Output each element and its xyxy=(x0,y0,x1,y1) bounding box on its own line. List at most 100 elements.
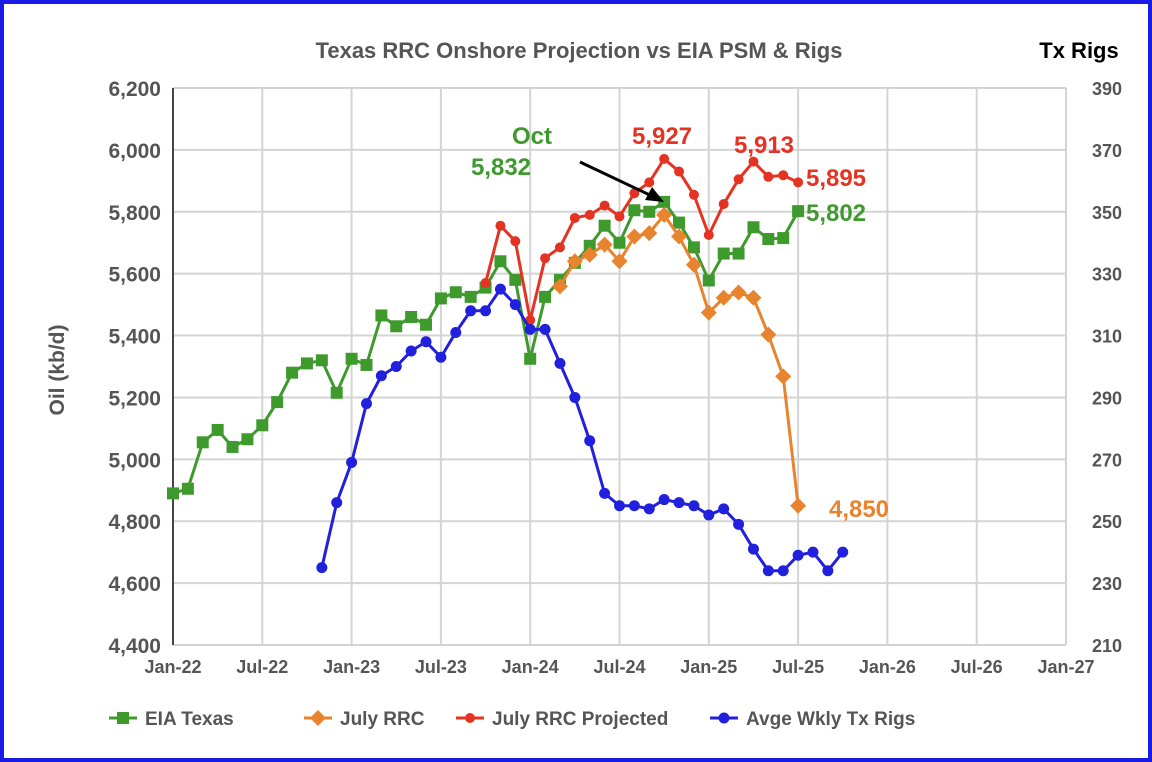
x-tick-label: Jan-23 xyxy=(323,657,380,677)
data-point xyxy=(730,284,747,301)
data-point xyxy=(196,436,209,449)
x-tick-label: Jan-25 xyxy=(680,657,737,677)
data-point xyxy=(671,228,688,245)
data-point xyxy=(375,309,388,322)
data-point xyxy=(700,304,717,321)
data-point xyxy=(480,277,491,288)
data-point xyxy=(524,323,536,335)
data-point xyxy=(494,255,507,268)
data-point xyxy=(807,546,819,558)
data-point xyxy=(760,326,777,343)
data-point xyxy=(554,357,566,369)
data-point xyxy=(360,398,372,410)
data-point xyxy=(777,565,789,577)
y2-tick-label: 350 xyxy=(1092,203,1122,223)
y2-tick-label: 290 xyxy=(1092,388,1122,408)
chart-svg: Texas RRC Onshore Projection vs EIA PSM … xyxy=(46,38,1122,730)
data-point xyxy=(211,423,224,436)
data-point xyxy=(596,236,613,253)
y2-tick-label: 390 xyxy=(1092,79,1122,99)
data-point xyxy=(643,503,655,515)
data-point xyxy=(659,153,670,164)
data-point xyxy=(626,228,643,245)
data-point xyxy=(747,221,760,234)
data-point xyxy=(718,503,730,515)
data-point xyxy=(241,433,254,446)
data-point xyxy=(494,283,506,295)
data-point xyxy=(480,305,492,317)
data-point xyxy=(792,549,804,561)
legend-label: July RRC Projected xyxy=(492,709,668,730)
data-point xyxy=(613,236,626,249)
data-point xyxy=(300,357,313,370)
data-point xyxy=(641,225,658,242)
series-line-0 xyxy=(172,199,800,495)
data-point xyxy=(226,440,239,453)
data-point xyxy=(167,487,179,500)
y2-tick-label: 310 xyxy=(1092,327,1122,347)
data-point xyxy=(464,290,477,303)
data-point xyxy=(778,170,789,181)
data-point xyxy=(777,232,790,245)
data-point xyxy=(420,318,433,331)
legend-marker xyxy=(117,712,129,724)
y2-axis-title: Tx Rigs xyxy=(1039,38,1118,63)
x-tick-label: Jan-24 xyxy=(502,657,559,677)
data-point xyxy=(703,229,714,240)
data-point xyxy=(495,220,506,231)
data-point xyxy=(434,292,447,305)
data-point xyxy=(775,368,792,385)
chart-title: Texas RRC Onshore Projection vs EIA PSM … xyxy=(316,38,843,63)
legend-label: Avge Wkly Tx Rigs xyxy=(746,709,915,730)
y-tick-label: 6,200 xyxy=(108,78,161,101)
data-point xyxy=(509,299,521,311)
data-point xyxy=(717,247,730,260)
data-point xyxy=(345,352,358,365)
x-tick-label: Jan-22 xyxy=(144,657,201,677)
y-tick-label: 4,400 xyxy=(108,635,161,658)
annotation-label: 5,832 xyxy=(471,154,531,181)
annotation-label: 5,927 xyxy=(632,123,692,150)
data-point xyxy=(628,500,640,512)
data-point xyxy=(375,370,387,382)
data-point xyxy=(674,166,685,177)
x-tick-label: Jul-23 xyxy=(415,657,467,677)
annotation-label: 5,895 xyxy=(806,165,866,192)
y2-tick-label: 230 xyxy=(1092,574,1122,594)
data-point xyxy=(540,253,551,264)
data-point xyxy=(748,156,759,167)
y2-tick-label: 330 xyxy=(1092,265,1122,285)
data-point xyxy=(581,246,598,263)
annotation-label: Oct xyxy=(512,123,552,150)
data-point xyxy=(747,543,759,555)
y-tick-label: 5,200 xyxy=(108,387,161,410)
data-point xyxy=(316,562,328,574)
data-point xyxy=(360,358,373,371)
data-point xyxy=(614,500,625,512)
data-point xyxy=(745,289,762,306)
y2-tick-label: 210 xyxy=(1092,636,1122,656)
data-point xyxy=(551,278,568,295)
data-point xyxy=(688,189,699,200)
y-tick-label: 4,600 xyxy=(108,573,161,596)
annotation-label: 4,850 xyxy=(829,496,889,523)
data-point xyxy=(346,456,358,468)
x-tick-label: Jan-27 xyxy=(1037,657,1094,677)
data-point xyxy=(465,305,477,317)
data-point xyxy=(390,320,403,333)
x-tick-label: Jan-26 xyxy=(859,657,916,677)
data-point xyxy=(583,239,596,252)
data-point xyxy=(420,336,432,348)
data-point xyxy=(673,497,685,509)
data-point xyxy=(762,565,774,577)
data-point xyxy=(656,206,673,223)
annotation-label: 5,802 xyxy=(806,200,866,227)
data-point xyxy=(658,494,670,506)
data-point xyxy=(685,256,702,273)
data-point xyxy=(762,233,775,246)
data-point xyxy=(688,500,700,512)
data-point xyxy=(181,482,194,495)
y-tick-label: 5,600 xyxy=(108,264,161,287)
x-tick-label: Jul-22 xyxy=(236,657,288,677)
data-point xyxy=(718,199,729,210)
